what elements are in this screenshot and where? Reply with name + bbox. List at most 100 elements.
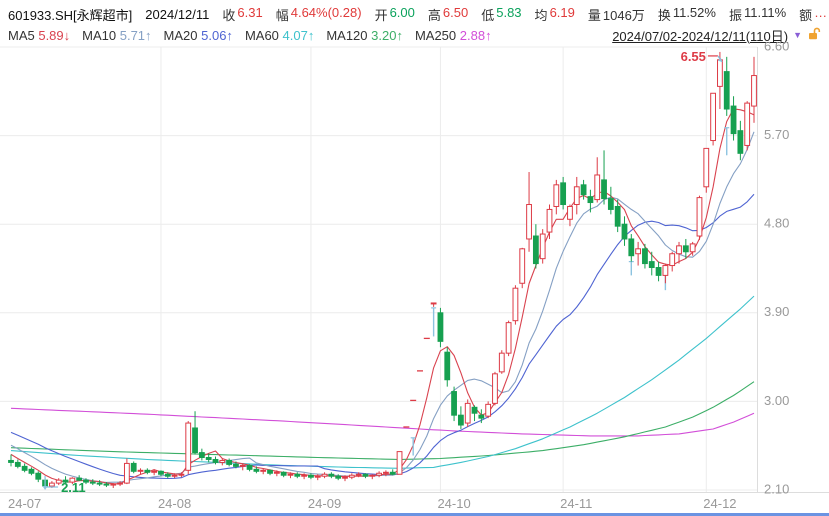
candle-body xyxy=(546,208,553,233)
y-axis-label: 5.70 xyxy=(764,127,789,142)
quote-date: 2024/12/11 xyxy=(145,6,210,22)
candle-body xyxy=(464,402,471,424)
x-axis-label: 24-10 xyxy=(437,496,470,511)
candle-body xyxy=(110,483,117,486)
candle-body xyxy=(587,196,594,204)
candle-body xyxy=(62,479,69,483)
candle-body xyxy=(444,351,451,381)
candle-body xyxy=(185,422,192,471)
y-axis-label: 3.90 xyxy=(764,304,789,319)
ma-line xyxy=(10,108,755,485)
candle-body xyxy=(607,198,614,210)
candle-body xyxy=(389,471,396,475)
quote-field-均: 均 6.19 xyxy=(534,4,575,23)
quote-field-量: 量 1046万 xyxy=(587,7,645,23)
stock-code: 601933.SH[永辉超市] xyxy=(8,7,133,23)
candle-body xyxy=(233,463,239,467)
candle-body xyxy=(471,406,478,414)
candle-body xyxy=(437,312,444,342)
candle-body xyxy=(103,483,110,486)
quote-header: 601933.SH[永辉超市] 2024/12/11 收 6.31 幅 4.64%(0… xyxy=(0,0,829,25)
candle-body xyxy=(362,473,369,477)
candle-body xyxy=(137,469,144,472)
date-range-text: 2024/07/02-2024/12/11(110日) xyxy=(612,28,789,44)
candle-body xyxy=(682,245,689,253)
candle-body xyxy=(8,459,14,463)
candle-body xyxy=(171,474,178,477)
candle-body xyxy=(89,481,96,484)
ma-legend-item-ma60: MA60 4.07↑ xyxy=(244,27,315,43)
quote-field-开: 开 6.00 xyxy=(374,4,415,23)
high-arrowhead xyxy=(717,57,722,62)
candle-body xyxy=(14,461,21,467)
candle-body xyxy=(553,184,560,207)
candle-body xyxy=(83,479,89,483)
candle-body xyxy=(308,474,314,478)
candle-body xyxy=(526,204,532,240)
y-axis-label: 2.10 xyxy=(764,481,789,496)
candle-body xyxy=(55,479,62,484)
candle-body xyxy=(662,265,669,276)
candle-body xyxy=(246,464,253,470)
candle-body xyxy=(48,482,55,487)
candle-body xyxy=(219,459,226,463)
x-axis-label: 24-08 xyxy=(158,496,191,511)
candle-body xyxy=(205,457,212,460)
ma-line xyxy=(10,381,755,461)
candle-body xyxy=(532,235,539,265)
chevron-down-icon[interactable]: ▼ xyxy=(793,29,802,40)
candle-body xyxy=(567,205,573,220)
candle-body xyxy=(342,476,348,479)
candle-body xyxy=(212,458,219,463)
candle-body xyxy=(287,473,294,476)
bottom-border xyxy=(0,513,829,516)
candle-body xyxy=(430,302,437,305)
candle-body xyxy=(321,473,328,477)
candle-body xyxy=(192,427,198,454)
ma-legend-item-ma10: MA10 5.71↑ xyxy=(82,27,152,43)
low-price-label: 2.11 xyxy=(61,480,86,495)
quote-field-换: 换 11.52% xyxy=(657,4,716,23)
candle-body xyxy=(457,414,464,426)
candle-body xyxy=(130,462,137,472)
candle-body xyxy=(744,102,751,146)
quote-field-低: 低 5.83 xyxy=(481,4,522,23)
candle-body xyxy=(198,452,205,459)
candle-body xyxy=(294,473,301,477)
ma-line xyxy=(10,131,755,483)
candle-body xyxy=(369,474,376,477)
candle-body xyxy=(485,403,492,417)
candle-body xyxy=(519,248,526,284)
candle-body xyxy=(676,245,682,255)
candle-body xyxy=(314,475,321,478)
quote-field-幅: 幅 4.64%(0.28) xyxy=(275,4,362,23)
candle-body xyxy=(178,473,185,476)
candle-body xyxy=(117,482,123,485)
candle-body xyxy=(539,233,546,260)
candle-body xyxy=(396,451,403,475)
x-axis-label: 24-07 xyxy=(8,496,41,511)
low-arrowhead xyxy=(42,486,48,491)
date-range-control[interactable]: 2024/07/02-2024/12/11(110日) ▼ xyxy=(612,26,821,45)
candle-body xyxy=(328,473,335,477)
ma-legend-item-ma250: MA250 2.88↑ xyxy=(414,27,492,43)
candle-body xyxy=(383,471,389,474)
candle-body xyxy=(601,179,607,200)
indicator-bar: MA5 5.89↓ MA10 5.71↑ MA20 5.06↑ MA60 4.07↑ M… xyxy=(0,25,829,45)
ma-line xyxy=(10,295,755,469)
candle-body xyxy=(28,468,35,474)
y-axis-label: 4.80 xyxy=(764,216,789,231)
ma-legend-item-ma5: MA5 5.89↓ xyxy=(8,27,71,43)
candle-body xyxy=(21,465,28,471)
unlock-icon[interactable] xyxy=(807,27,821,44)
candle-body xyxy=(614,205,621,227)
quote-field-高: 高 6.50 xyxy=(427,4,469,23)
candle-body xyxy=(628,238,635,257)
kline-chart[interactable]: 6.60 5.70 4.80 3.90 3.00 2.10 24-07 24-08 24-09 2… xyxy=(0,42,829,516)
candle-body xyxy=(669,253,676,267)
candle-body xyxy=(478,414,485,419)
candle-body xyxy=(451,391,457,416)
candle-body xyxy=(376,472,382,476)
x-axis-label: 24-12 xyxy=(703,496,736,511)
quote-field-额: 额… xyxy=(799,4,828,23)
